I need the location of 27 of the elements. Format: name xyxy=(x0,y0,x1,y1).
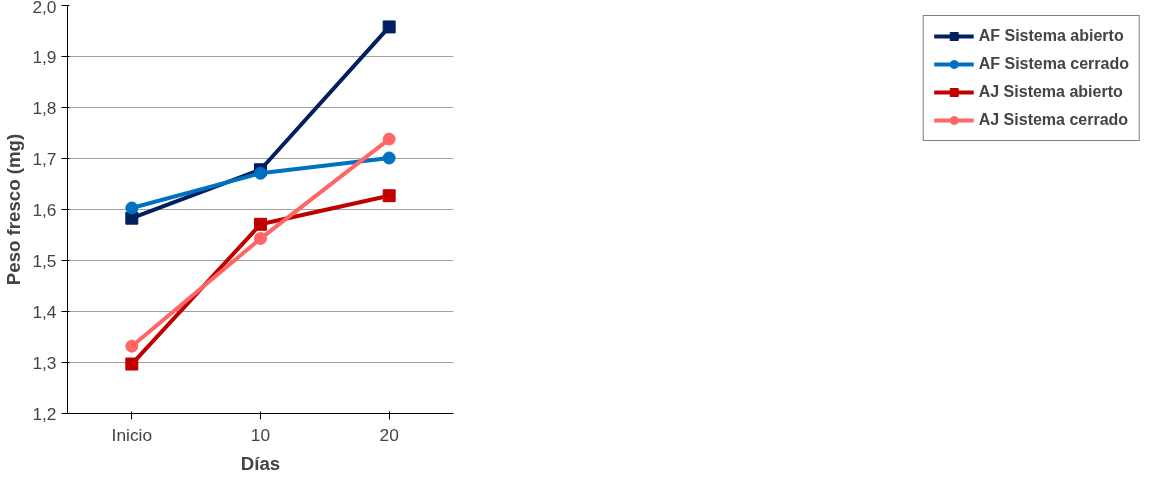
point xyxy=(254,232,267,246)
y-tick-label: 1,9 xyxy=(32,46,57,67)
point xyxy=(125,339,139,353)
point xyxy=(382,20,396,34)
x-tick-label: 10 xyxy=(250,424,271,445)
y-tick-label: 1,7 xyxy=(32,148,57,169)
point xyxy=(382,189,396,203)
y-tick-label: 1,2 xyxy=(32,403,57,424)
y-axis-title: Peso fresco (mg) xyxy=(3,133,25,286)
x-tick-label: Inicio xyxy=(111,424,153,445)
y-tick-label: 1,3 xyxy=(32,352,57,373)
legend-label: AJ Sistema abierto xyxy=(978,83,1123,101)
point xyxy=(125,357,139,371)
point xyxy=(125,201,139,215)
legend-label: AJ Sistema cerrado xyxy=(978,111,1129,129)
legend-label: AF Sistema abierto xyxy=(978,27,1124,45)
point xyxy=(254,217,267,231)
y-tick-label: 1,5 xyxy=(32,250,57,271)
x-tick-label: 20 xyxy=(379,424,399,445)
y-tick-label: 2,0 xyxy=(32,0,57,17)
x-axis-title: Días xyxy=(240,452,281,474)
y-tick-label: 1,8 xyxy=(32,97,57,118)
y-tick-label: 1,4 xyxy=(32,301,57,322)
point xyxy=(382,151,396,165)
point xyxy=(382,132,396,146)
y-tick-label: 1,6 xyxy=(32,199,57,220)
legend-label: AF Sistema cerrado xyxy=(978,55,1129,73)
